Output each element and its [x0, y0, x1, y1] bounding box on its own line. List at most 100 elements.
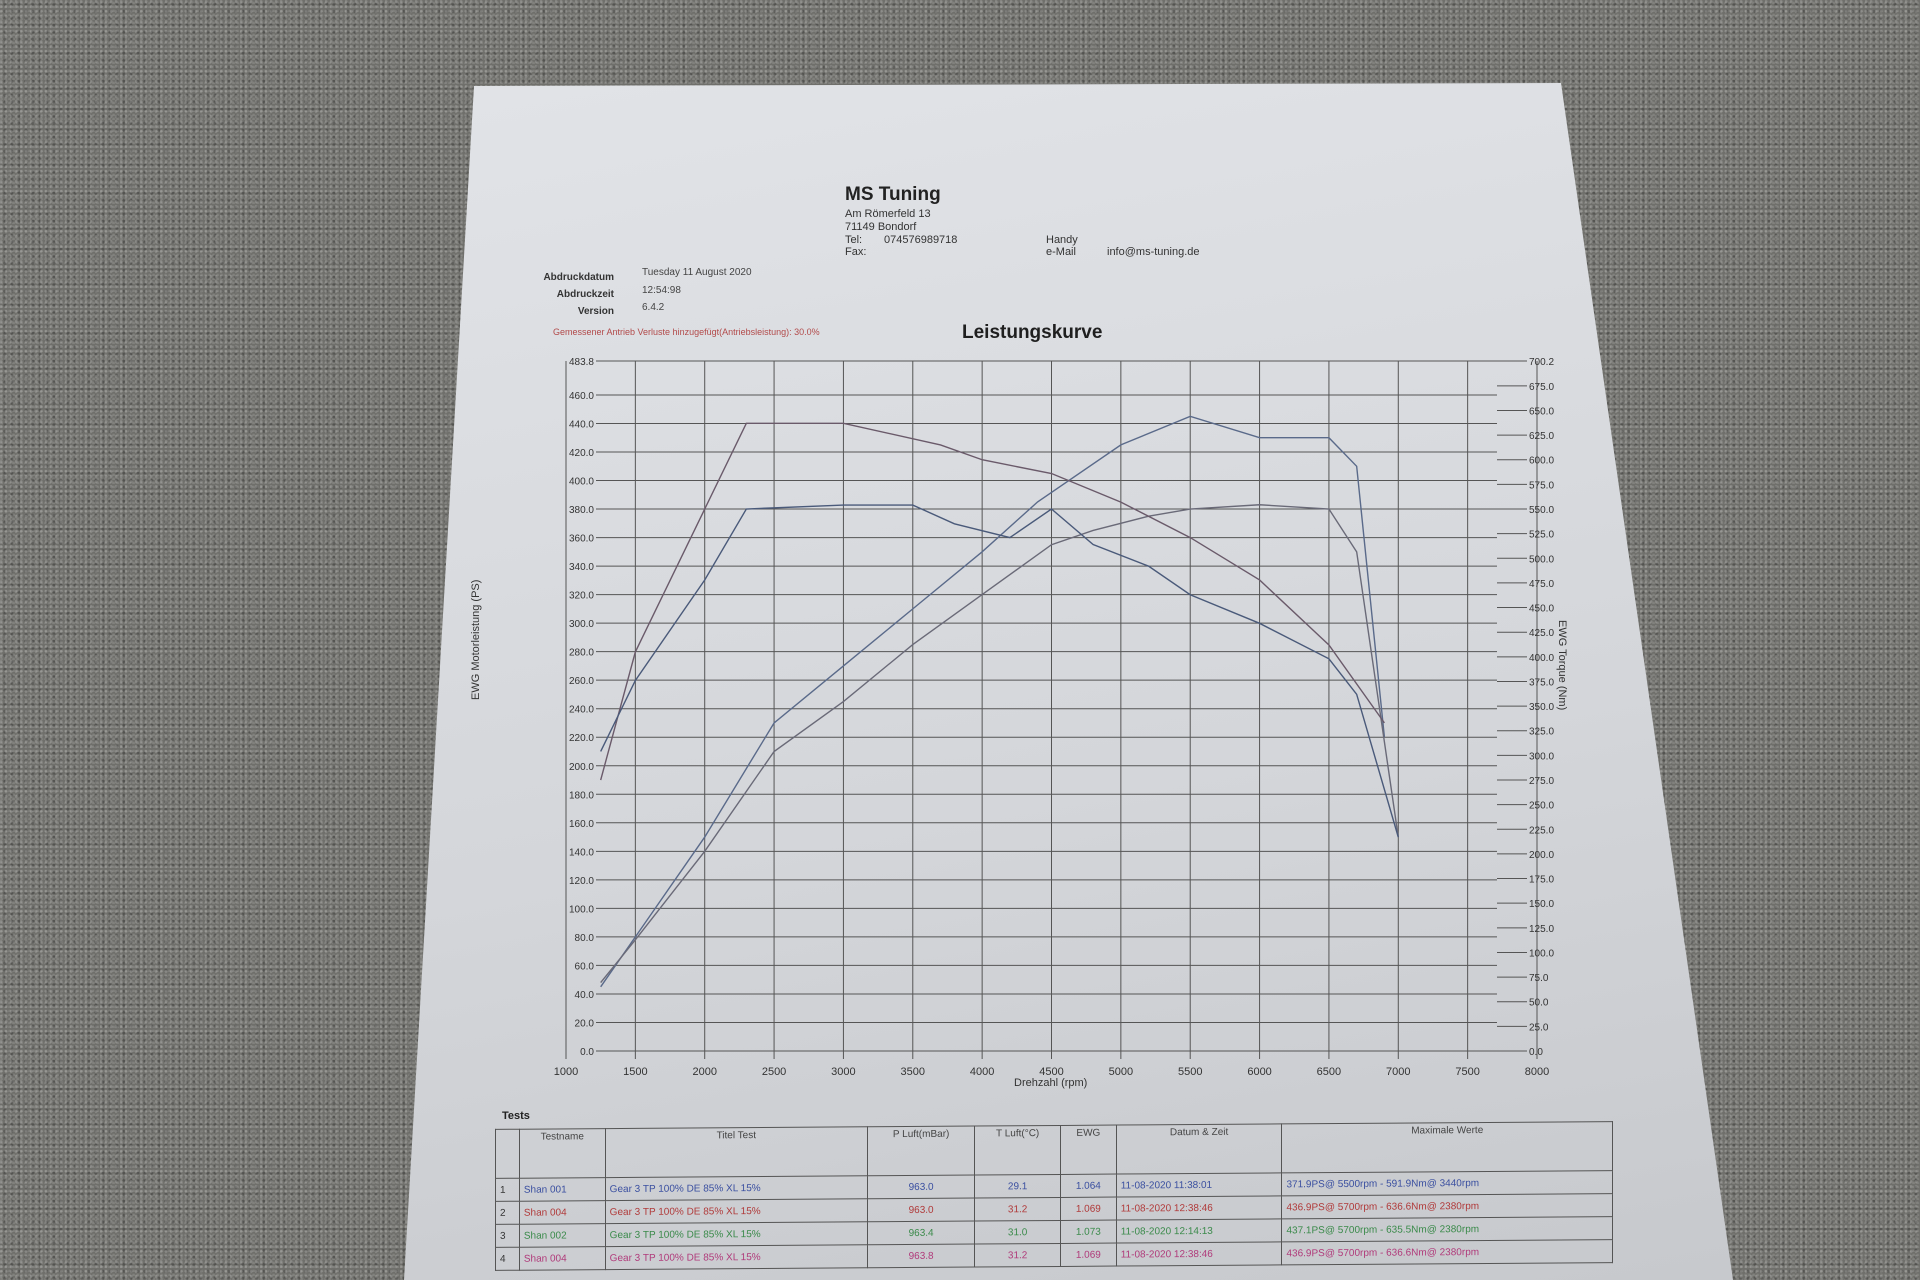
- y2-tick-label: 150.0: [1529, 899, 1554, 910]
- x-tick-label: 2500: [762, 1066, 786, 1078]
- cell-n: 3: [495, 1224, 520, 1248]
- y-tick-label: 483.8: [569, 357, 594, 368]
- y-tick-label: 220.0: [569, 733, 594, 744]
- x-tick-label: 4000: [970, 1066, 994, 1078]
- cell-n: 1: [495, 1178, 520, 1202]
- print-time-label: Abdruckzeit: [556, 289, 614, 300]
- cell-date: 11-08-2020 12:14:13: [1116, 1218, 1282, 1244]
- cell-date: 11-08-2020 12:38:46: [1116, 1195, 1282, 1221]
- column-header: [495, 1129, 520, 1179]
- y-tick-label: 80.0: [575, 933, 595, 944]
- cell-title: Gear 3 TP 100% DE 85% XL 15%: [605, 1175, 868, 1201]
- y2-tick-label: 500.0: [1529, 554, 1554, 565]
- cell-ewg: 1.069: [1060, 1197, 1117, 1221]
- y2-tick-label: 200.0: [1529, 850, 1554, 861]
- y-tick-label: 420.0: [569, 448, 594, 459]
- x-tick-label: 1500: [623, 1066, 647, 1078]
- y2-tick-label: 225.0: [1529, 825, 1554, 836]
- y2-tick-label: 450.0: [1529, 604, 1554, 615]
- cell-n: 4: [495, 1247, 520, 1271]
- x-tick-label: 4500: [1039, 1066, 1063, 1078]
- loss-note: Gemessener Antrieb Verluste hinzugefügt(…: [553, 327, 820, 337]
- cell-max: 371.9PS@ 5500rpm - 591.9Nm@ 3440rpm: [1281, 1170, 1613, 1196]
- email-label: e-Mail: [1046, 246, 1076, 258]
- x-tick-label: 3000: [831, 1066, 855, 1078]
- cell-p: 963.8: [867, 1244, 975, 1268]
- cell-name: Shan 004: [519, 1200, 606, 1225]
- y-tick-label: 460.0: [569, 391, 594, 402]
- print-date-label: Abdruckdatum: [543, 272, 614, 283]
- cell-ewg: 1.073: [1060, 1220, 1117, 1244]
- y2-tick-label: 475.0: [1529, 579, 1554, 590]
- tests-label: Tests: [502, 1110, 530, 1122]
- cell-title: Gear 3 TP 100% DE 85% XL 15%: [605, 1221, 868, 1247]
- x-tick-label: 6500: [1317, 1066, 1341, 1078]
- y2-tick-label: 75.0: [1529, 973, 1549, 984]
- y2-tick-label: 275.0: [1529, 776, 1554, 787]
- y-tick-label: 400.0: [569, 477, 594, 488]
- cell-t: 31.2: [974, 1197, 1061, 1222]
- power-curve-2: [600, 504, 1399, 983]
- y-tick-label: 100.0: [569, 904, 594, 915]
- x-tick-label: 7000: [1386, 1066, 1410, 1078]
- cell-ewg: 1.064: [1060, 1174, 1117, 1198]
- power-curve-1: [600, 415, 1386, 988]
- cell-t: 31.0: [974, 1220, 1061, 1245]
- y2-tick-label: 125.0: [1529, 924, 1554, 935]
- tel-label: Tel:: [845, 234, 863, 246]
- chart-title: Leistungskurve: [962, 322, 1103, 343]
- y-tick-label: 140.0: [569, 847, 594, 858]
- y2-axis-label: EWG Torque (Nm): [1556, 620, 1568, 711]
- y2-tick-label: 700.2: [1529, 357, 1554, 368]
- cell-ewg: 1.069: [1060, 1243, 1117, 1267]
- email: info@ms-tuning.de: [1107, 246, 1200, 258]
- y-tick-label: 180.0: [569, 790, 594, 801]
- column-header: T Luft(°C): [974, 1125, 1061, 1176]
- y-tick-label: 240.0: [569, 705, 594, 716]
- cell-date: 11-08-2020 12:38:46: [1116, 1241, 1282, 1267]
- y-tick-label: 300.0: [569, 619, 594, 630]
- y2-tick-label: 0.0: [1529, 1047, 1543, 1058]
- x-tick-label: 1000: [554, 1066, 578, 1078]
- y-tick-label: 260.0: [569, 676, 594, 687]
- y-tick-label: 20.0: [575, 1018, 595, 1029]
- cell-t: 29.1: [974, 1174, 1061, 1199]
- cell-t: 31.2: [974, 1243, 1061, 1268]
- cell-p: 963.4: [867, 1221, 975, 1245]
- x-tick-label: 5000: [1109, 1066, 1133, 1078]
- y2-tick-label: 550.0: [1529, 505, 1554, 516]
- y-tick-label: 200.0: [569, 762, 594, 773]
- column-header: P Luft(mBar): [867, 1126, 975, 1176]
- version: 6.4.2: [642, 302, 665, 313]
- y2-tick-label: 625.0: [1529, 431, 1554, 442]
- street: Am Römerfeld 13: [845, 208, 931, 220]
- cell-name: Shan 001: [519, 1177, 606, 1202]
- y-tick-label: 40.0: [575, 990, 595, 1001]
- y-tick-label: 120.0: [569, 876, 594, 887]
- cell-p: 963.0: [867, 1198, 975, 1222]
- company-name: MS Tuning: [845, 184, 941, 205]
- y2-tick-label: 25.0: [1529, 1022, 1549, 1033]
- city: 71149 Bondorf: [845, 221, 917, 233]
- tel: 074576989718: [884, 234, 958, 246]
- x-axis-label: Drehzahl (rpm): [1014, 1077, 1088, 1089]
- print-time: 12:54:98: [642, 285, 681, 296]
- fax-label: Fax:: [845, 246, 867, 258]
- y-axis-label: EWG Motorleistung (PS): [470, 579, 482, 700]
- cell-name: Shan 002: [519, 1223, 606, 1248]
- x-tick-label: 5500: [1178, 1066, 1202, 1078]
- y-tick-label: 60.0: [575, 961, 595, 972]
- cell-title: Gear 3 TP 100% DE 85% XL 15%: [605, 1198, 868, 1224]
- cell-max: 436.9PS@ 5700rpm - 636.6Nm@ 2380rpm: [1281, 1239, 1613, 1265]
- y2-tick-label: 600.0: [1529, 456, 1554, 467]
- y-tick-label: 380.0: [569, 505, 594, 516]
- y2-tick-label: 300.0: [1529, 751, 1554, 762]
- column-header: Titel Test: [605, 1126, 868, 1178]
- torque-curve-3: [600, 422, 1385, 781]
- cell-max: 437.1PS@ 5700rpm - 635.5Nm@ 2380rpm: [1281, 1216, 1613, 1242]
- y2-tick-label: 175.0: [1529, 875, 1554, 886]
- y2-tick-label: 100.0: [1529, 948, 1554, 959]
- x-tick-label: 2000: [692, 1066, 716, 1078]
- cell-title: Gear 3 TP 100% DE 85% XL 15%: [605, 1244, 868, 1270]
